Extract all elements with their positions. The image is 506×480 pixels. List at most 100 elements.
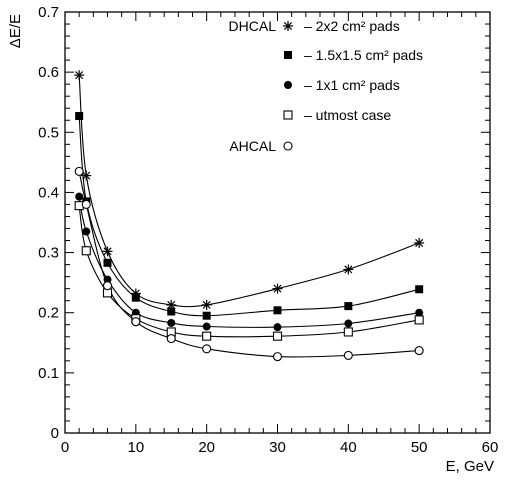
legend-marker-0 [283, 21, 293, 31]
data-point-series-4 [102, 281, 113, 291]
axis-ticks [64, 11, 491, 434]
marker-shape [202, 344, 212, 354]
marker-stroke [167, 300, 176, 309]
y-tick-label: 0.6 [38, 64, 59, 81]
x-tick-label: 10 [127, 439, 144, 456]
x-tick-label: 40 [340, 439, 357, 456]
data-point-series-2 [273, 323, 282, 332]
marker-shape [284, 81, 292, 89]
data-point-series-1 [415, 285, 424, 294]
data-point-series-4 [272, 352, 283, 362]
y-tick-label: 0.7 [38, 4, 59, 21]
y-tick-label: 0.3 [38, 245, 59, 262]
marker-shape [272, 331, 283, 341]
data-point-series-2 [344, 319, 353, 328]
data-point-series-4 [202, 344, 212, 354]
marker-shape [283, 141, 293, 151]
marker-shape [272, 352, 283, 362]
marker-shape [75, 192, 84, 201]
marker-shape [414, 346, 424, 356]
marker-shape [273, 323, 282, 332]
marker-shape [415, 308, 424, 317]
data-point-series-4 [414, 346, 424, 356]
y-tick-label: 0.2 [38, 305, 59, 322]
data-point-series-2 [415, 308, 424, 317]
data-point-series-1 [167, 307, 176, 316]
marker-shape [81, 199, 91, 210]
marker-shape [102, 281, 113, 291]
x-tick-label: 20 [198, 439, 215, 456]
marker-shape [202, 322, 211, 331]
data-point-series-1 [202, 311, 211, 320]
legend-marker-1 [284, 51, 292, 59]
marker-shape [75, 112, 84, 121]
data-point-series-4 [166, 334, 176, 344]
marker-shape [273, 306, 282, 315]
marker-shape [415, 285, 424, 294]
x-tick-label: 30 [269, 439, 286, 456]
legend-marker-2 [284, 81, 292, 89]
data-markers [74, 70, 425, 362]
legend-label-1: – 1.5x1.5 cm² pads [304, 47, 423, 63]
legend-label-0: – 2x2 cm² pads [304, 18, 400, 34]
data-point-series-3 [414, 315, 424, 325]
data-point-series-3 [202, 331, 212, 341]
marker-shape [202, 331, 212, 341]
x-tick-label: 0 [61, 439, 69, 456]
marker-shape [283, 110, 293, 120]
legend-label-2: – 1x1 cm² pads [304, 77, 400, 93]
marker-shape [344, 302, 353, 311]
data-point-series-3 [343, 327, 353, 337]
data-point-series-0 [74, 70, 85, 81]
legend-marker-4 [283, 141, 293, 151]
marker-shape [81, 246, 91, 256]
marker-stroke [344, 265, 353, 274]
legend-marker-3 [283, 110, 293, 120]
data-point-series-4 [81, 199, 91, 210]
x-tick-label: 50 [411, 439, 428, 456]
marker-shape [167, 318, 176, 327]
data-point-series-4 [74, 166, 84, 176]
data-point-series-4 [343, 350, 353, 360]
data-point-series-2 [75, 192, 84, 201]
legend-group-0: DHCAL [229, 18, 277, 34]
marker-shape [166, 334, 176, 344]
marker-shape [167, 307, 176, 316]
data-point-series-1 [344, 302, 353, 311]
data-point-series-3 [81, 246, 91, 256]
marker-stroke [103, 247, 112, 256]
legend: – 2x2 cm² pads – 1.5x1.5 cm² pads – 1x1 cm… [229, 18, 424, 154]
legend-group-1: AHCAL [229, 138, 276, 154]
data-point-series-4 [131, 317, 141, 327]
marker-shape [103, 258, 112, 267]
data-point-series-0 [81, 170, 92, 181]
data-point-series-1 [103, 258, 112, 267]
marker-stroke [283, 21, 293, 31]
data-point-series-0 [272, 283, 283, 294]
plot-frame [64, 11, 491, 434]
marker-shape [131, 317, 141, 327]
data-point-series-0 [102, 246, 113, 257]
legend-label-3: – utmost case [304, 107, 391, 123]
marker-stroke [202, 300, 211, 309]
y-tick-label: 0 [51, 425, 59, 442]
marker-shape [414, 315, 424, 325]
data-point-series-2 [202, 322, 211, 331]
y-tick-label: 0.5 [38, 124, 59, 141]
marker-stroke [415, 238, 424, 247]
marker-shape [82, 227, 91, 236]
data-point-series-2 [82, 227, 91, 236]
data-point-series-1 [75, 112, 84, 121]
data-point-series-3 [272, 331, 283, 341]
tick-labels: 0 10 20 30 40 50 60 0 0.1 0.2 0.3 0.4 0.5 0.6 0.7 [38, 4, 498, 456]
marker-stroke [82, 171, 91, 180]
data-point-series-0 [343, 264, 354, 275]
data-point-series-0 [201, 299, 212, 310]
marker-shape [202, 311, 211, 320]
marker-stroke [75, 71, 84, 80]
data-point-series-0 [414, 237, 425, 248]
y-tick-label: 0.1 [38, 365, 59, 382]
y-tick-label: 0.4 [38, 184, 59, 201]
y-axis-label: ΔE/E [7, 14, 24, 48]
